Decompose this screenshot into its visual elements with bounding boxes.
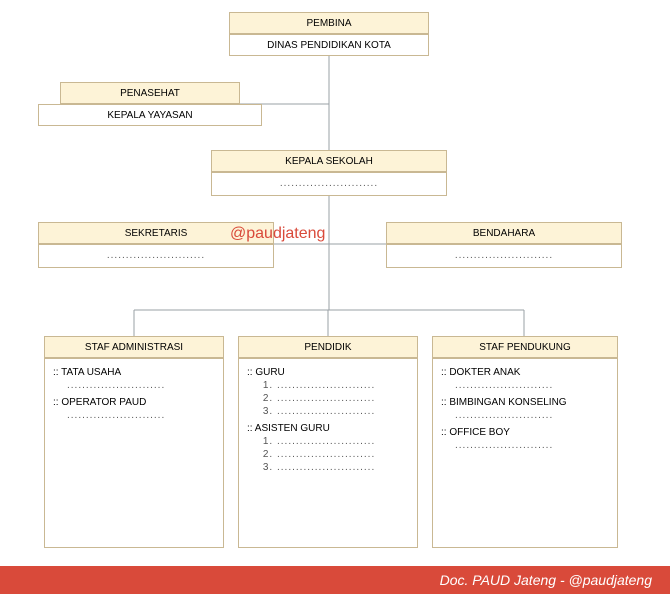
kepala-title: KEPALA SEKOLAH	[285, 156, 373, 167]
watermark-label: @paudjateng	[230, 225, 325, 242]
staf-pendukung-title: STAF PENDUKUNG	[479, 342, 571, 353]
node-pendidik-header: PENDIDIK	[238, 336, 418, 358]
list-item-dots: ..........................	[67, 410, 215, 421]
node-pembina-header: PEMBINA	[229, 12, 429, 34]
node-staf-pendukung-header: STAF PENDUKUNG	[432, 336, 618, 358]
list-item-dots: ..........................	[455, 440, 609, 451]
node-bendahara-sub: ..........................	[386, 244, 622, 268]
node-penasehat-header: PENASEHAT	[60, 82, 240, 104]
list-item-ol: ........................................…	[261, 380, 409, 417]
sekretaris-title: SEKRETARIS	[125, 228, 188, 239]
bendahara-sub-text: ..........................	[455, 250, 553, 261]
sekretaris-sub-text: ..........................	[107, 250, 205, 261]
node-kepala-header: KEPALA SEKOLAH	[211, 150, 447, 172]
list-item-ol: ........................................…	[261, 436, 409, 473]
list-item-dots: ..........................	[455, 380, 609, 391]
pembina-title: PEMBINA	[306, 18, 351, 29]
list-item-label: :: DOKTER ANAK	[441, 367, 609, 378]
list-item-label: :: BIMBINGAN KONSELING	[441, 397, 609, 408]
org-chart: PEMBINA DINAS PENDIDIKAN KOTA PENASEHAT …	[0, 0, 670, 594]
list-item-label: :: GURU	[247, 367, 409, 378]
footer-text: Doc. PAUD Jateng - @paudjateng	[440, 572, 652, 588]
list-item-label: :: OPERATOR PAUD	[53, 397, 215, 408]
node-staf-admin-header: STAF ADMINISTRASI	[44, 336, 224, 358]
list-item-label: :: OFFICE BOY	[441, 427, 609, 438]
node-penasehat-sub: KEPALA YAYASAN	[38, 104, 262, 126]
node-pendidik-body: :: GURU.................................…	[238, 358, 418, 548]
penasehat-sub-text: KEPALA YAYASAN	[107, 110, 192, 121]
kepala-sub-text: ..........................	[280, 178, 378, 189]
list-item-ol-line: ..........................	[277, 380, 409, 391]
watermark-text: @paudjateng	[230, 225, 325, 243]
node-bendahara-header: BENDAHARA	[386, 222, 622, 244]
list-item-label: :: TATA USAHA	[53, 367, 215, 378]
pembina-sub-text: DINAS PENDIDIKAN KOTA	[267, 40, 391, 51]
node-staf-admin-body: :: TATA USAHA..........................:…	[44, 358, 224, 548]
footer-bar: Doc. PAUD Jateng - @paudjateng	[0, 566, 670, 594]
node-sekretaris-sub: ..........................	[38, 244, 274, 268]
list-item-ol-line: ..........................	[277, 393, 409, 404]
node-staf-pendukung-body: :: DOKTER ANAK..........................…	[432, 358, 618, 548]
list-item-ol-line: ..........................	[277, 406, 409, 417]
list-item-ol-line: ..........................	[277, 449, 409, 460]
node-pembina-sub: DINAS PENDIDIKAN KOTA	[229, 34, 429, 56]
list-item-label: :: ASISTEN GURU	[247, 423, 409, 434]
node-kepala-sub: ..........................	[211, 172, 447, 196]
list-item-ol-line: ..........................	[277, 462, 409, 473]
bendahara-title: BENDAHARA	[473, 228, 535, 239]
list-item-ol-line: ..........................	[277, 436, 409, 447]
staf-admin-title: STAF ADMINISTRASI	[85, 342, 183, 353]
list-item-dots: ..........................	[67, 380, 215, 391]
penasehat-title: PENASEHAT	[120, 88, 180, 99]
pendidik-title: PENDIDIK	[304, 342, 351, 353]
list-item-dots: ..........................	[455, 410, 609, 421]
